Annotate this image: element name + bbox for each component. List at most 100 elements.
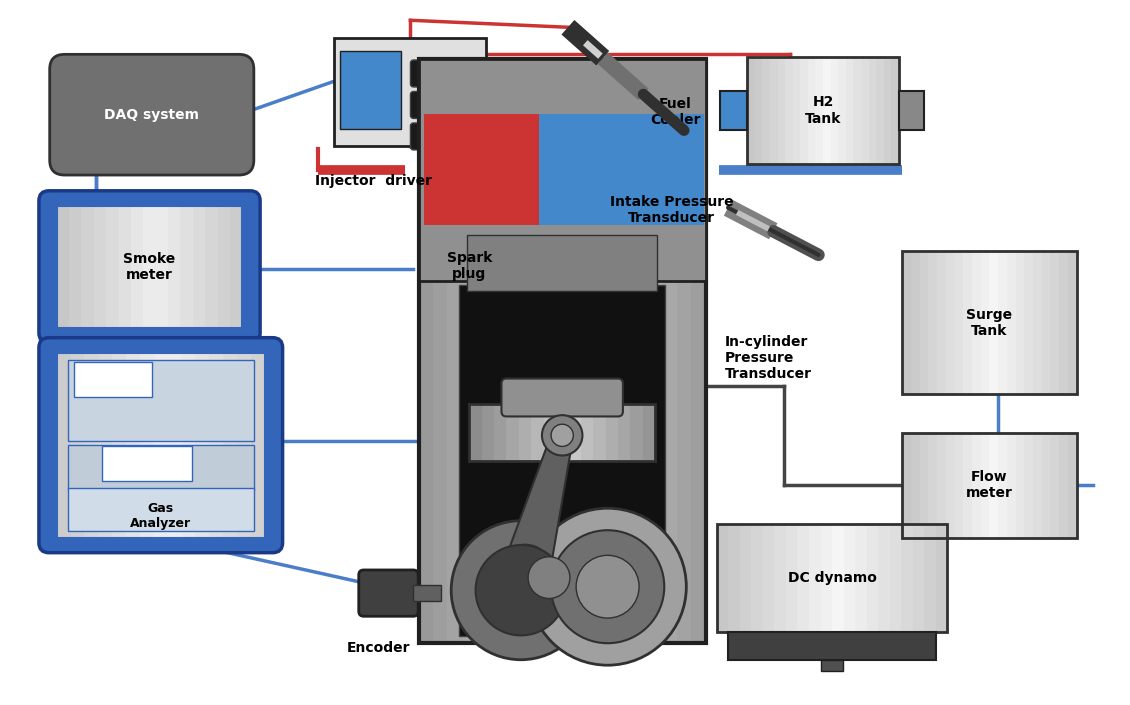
Bar xyxy=(831,57,838,164)
FancyBboxPatch shape xyxy=(358,570,418,616)
Bar xyxy=(1016,433,1024,538)
Bar xyxy=(800,57,808,164)
Bar xyxy=(168,206,181,328)
Bar xyxy=(156,206,168,328)
Bar xyxy=(591,59,606,643)
FancyBboxPatch shape xyxy=(50,54,254,175)
Bar xyxy=(68,360,253,441)
Bar xyxy=(911,433,920,538)
Bar xyxy=(1007,433,1016,538)
Bar xyxy=(981,251,990,395)
Bar xyxy=(981,433,990,538)
Bar xyxy=(924,524,936,632)
Circle shape xyxy=(576,556,640,618)
Bar xyxy=(218,206,229,328)
Bar xyxy=(544,405,556,460)
Bar xyxy=(844,524,855,632)
Bar xyxy=(1059,251,1068,395)
Bar xyxy=(903,251,911,395)
Bar xyxy=(929,251,937,395)
Bar xyxy=(861,57,869,164)
FancyBboxPatch shape xyxy=(38,338,282,553)
FancyBboxPatch shape xyxy=(442,60,472,87)
Text: DC dynamo: DC dynamo xyxy=(788,571,877,585)
Bar xyxy=(56,352,264,538)
Text: DAQ system: DAQ system xyxy=(104,108,199,122)
Bar xyxy=(576,59,591,643)
Bar xyxy=(494,405,506,460)
Bar xyxy=(193,206,206,328)
Bar xyxy=(903,433,1077,538)
Bar xyxy=(729,524,740,632)
Bar xyxy=(964,433,972,538)
Bar xyxy=(85,352,98,538)
Bar xyxy=(889,524,902,632)
Bar xyxy=(832,524,844,632)
Bar xyxy=(69,206,81,328)
Bar xyxy=(469,405,655,460)
Bar xyxy=(643,405,655,460)
Bar xyxy=(929,433,937,538)
Circle shape xyxy=(551,530,664,643)
Bar xyxy=(867,524,878,632)
Bar xyxy=(56,352,70,538)
Bar xyxy=(568,405,581,460)
Bar xyxy=(209,352,223,538)
Bar xyxy=(619,59,634,643)
Bar xyxy=(144,206,156,328)
Bar xyxy=(740,524,751,632)
Bar xyxy=(131,206,144,328)
Bar xyxy=(785,57,793,164)
FancyBboxPatch shape xyxy=(410,123,441,150)
Text: Flow
meter: Flow meter xyxy=(966,470,1012,501)
Bar xyxy=(70,352,85,538)
Text: Spark
plug: Spark plug xyxy=(446,251,492,281)
Bar xyxy=(747,57,899,164)
Bar xyxy=(808,57,816,164)
Bar xyxy=(770,57,777,164)
Bar xyxy=(755,57,763,164)
Bar xyxy=(490,59,505,643)
Bar xyxy=(876,57,884,164)
Bar xyxy=(606,405,618,460)
Bar xyxy=(206,206,218,328)
Bar xyxy=(884,57,892,164)
Text: Injector  driver: Injector driver xyxy=(315,174,433,188)
Bar xyxy=(581,405,593,460)
Bar xyxy=(793,57,800,164)
Bar xyxy=(414,585,442,601)
Bar xyxy=(899,92,923,130)
Bar xyxy=(1051,251,1059,395)
Bar xyxy=(519,59,533,643)
Bar xyxy=(167,352,182,538)
FancyBboxPatch shape xyxy=(38,191,260,343)
Bar xyxy=(747,57,755,164)
Bar xyxy=(1068,433,1077,538)
Bar xyxy=(774,524,786,632)
Bar xyxy=(425,114,545,225)
Bar xyxy=(229,206,242,328)
Bar xyxy=(763,57,770,164)
Bar xyxy=(531,405,544,460)
Bar xyxy=(820,524,832,632)
Circle shape xyxy=(542,415,582,455)
Bar xyxy=(476,59,490,643)
Polygon shape xyxy=(501,435,573,572)
Bar xyxy=(662,59,677,643)
Bar xyxy=(556,405,568,460)
Bar xyxy=(920,251,929,395)
Bar xyxy=(419,59,705,281)
Bar xyxy=(902,524,913,632)
Bar xyxy=(433,59,447,643)
Bar xyxy=(998,251,1007,395)
Bar xyxy=(878,524,889,632)
Bar xyxy=(798,524,809,632)
Bar xyxy=(936,524,947,632)
Bar xyxy=(649,59,662,643)
Bar xyxy=(340,51,401,129)
Bar xyxy=(763,524,774,632)
Bar xyxy=(73,362,153,397)
Bar xyxy=(102,446,192,481)
Bar xyxy=(751,524,763,632)
Bar xyxy=(809,524,820,632)
